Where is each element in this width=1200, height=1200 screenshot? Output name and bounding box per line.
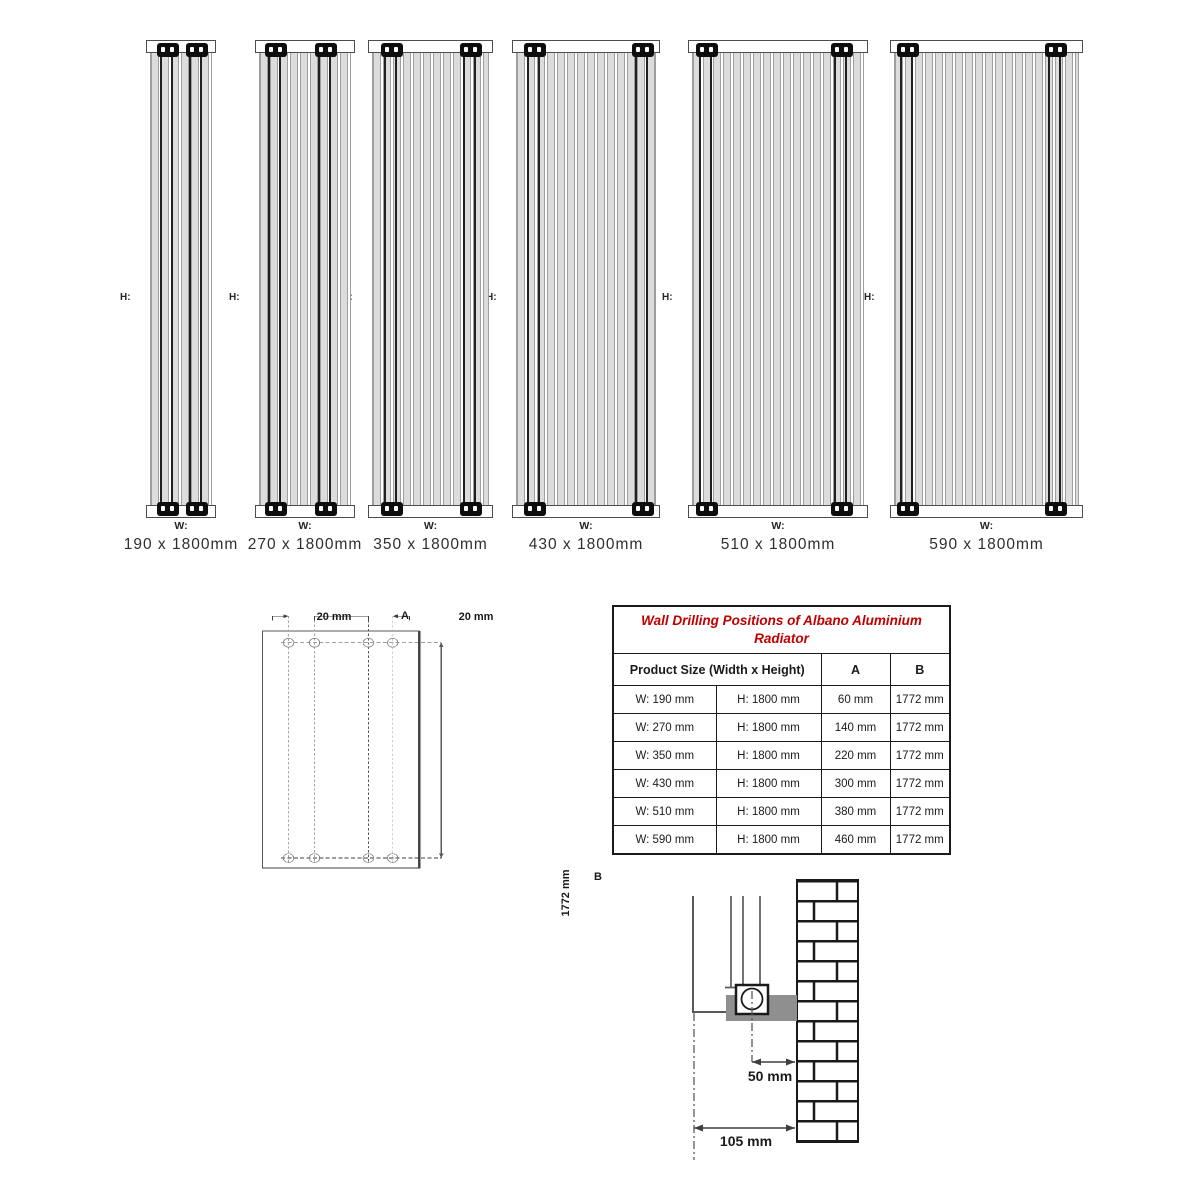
radiator-fins [259, 52, 351, 506]
radiator-270: H: W: 270 x 1800mm [229, 40, 361, 553]
radiator-fins [692, 52, 864, 506]
wall-bracket [696, 501, 718, 516]
wall-bracket [1045, 501, 1067, 516]
table-row: W: 270 mm H: 1800 mm 140 mm 1772 mm [612, 713, 951, 743]
wall-bracket [1045, 42, 1067, 57]
wall-bracket [831, 42, 853, 57]
dim-b-label: B [594, 871, 602, 883]
wall-bracket [897, 501, 919, 516]
size-label: 190 x 1800mm [123, 536, 239, 553]
radiator-bottom-cap [890, 505, 1083, 518]
dim-1772mm-label: 1772 mm [560, 869, 572, 917]
wall-bracket [632, 42, 654, 57]
size-label: 510 x 1800mm [720, 536, 836, 553]
dim-105mm-label: 105 mm [719, 1133, 773, 1149]
width-label: W: [174, 520, 188, 532]
radiator-590: H: W: 590 x 1800mm [864, 40, 1083, 553]
drilling-positions-table: Wall Drilling Positions of Albano Alumin… [612, 605, 952, 856]
radiator-350: H: W: 350 x 1800mm [342, 40, 493, 553]
wall-bracket [632, 501, 654, 516]
width-label: W: [771, 520, 785, 532]
wall-mounting-side-view [692, 879, 859, 1160]
wall-bracket [157, 501, 179, 516]
brick-wall [796, 879, 859, 1143]
table-title: Wall Drilling Positions of Albano Alumin… [612, 605, 951, 655]
drilling-position-diagram [261, 614, 444, 869]
width-label: W: [298, 520, 312, 532]
wall-bracket [315, 501, 337, 516]
wall-bracket [381, 42, 403, 57]
wall-bracket [381, 501, 403, 516]
height-label: H: [120, 292, 131, 303]
width-label: W: [579, 520, 593, 532]
wall-bracket [315, 42, 337, 57]
dim-20mm-left-label: 20 mm [316, 611, 352, 623]
col-product-size: Product Size (Width x Height) [612, 653, 822, 687]
size-label: 430 x 1800mm [528, 536, 644, 553]
radiator-top-cap [688, 40, 868, 53]
wall-bracket [696, 42, 718, 57]
wall-bracket [265, 501, 287, 516]
width-label: W: [979, 520, 994, 532]
radiator-430: H: W: 430 x 1800mm [486, 40, 660, 553]
radiator-190: H: W: 190 x 1800mm [120, 40, 237, 553]
height-label: H: [864, 292, 875, 303]
wall-bracket [460, 501, 482, 516]
size-label: 270 x 1800mm [247, 536, 363, 553]
table-row: W: 190 mm H: 1800 mm 60 mm 1772 mm [612, 685, 951, 715]
wall-bracket [460, 42, 482, 57]
radiator-bottom-cap [688, 505, 868, 518]
height-label: H: [486, 292, 497, 303]
height-label: H: [662, 292, 673, 303]
wall-bracket [186, 501, 208, 516]
table-row: W: 350 mm H: 1800 mm 220 mm 1772 mm [612, 741, 951, 771]
dim-a-label: A [401, 610, 409, 622]
wall-bracket [524, 42, 546, 57]
size-label: 350 x 1800mm [373, 536, 488, 553]
table-row: W: 590 mm H: 1800 mm 460 mm 1772 mm [612, 825, 951, 855]
wall-bracket [897, 42, 919, 57]
table-row: W: 430 mm H: 1800 mm 300 mm 1772 mm [612, 769, 951, 799]
table-header-row: Product Size (Width x Height) A B [612, 653, 951, 687]
dim-20mm-right-label: 20 mm [458, 611, 494, 623]
radiator-bottom-cap [512, 505, 660, 518]
dim-50mm-label: 50 mm [747, 1068, 793, 1084]
col-b: B [889, 653, 951, 687]
table-row: W: 510 mm H: 1800 mm 380 mm 1772 mm [612, 797, 951, 827]
wall-bracket [186, 42, 208, 57]
radiator-top-cap [512, 40, 660, 53]
radiator-510: H: W: 510 x 1800mm [662, 40, 868, 553]
size-label: 590 x 1800mm [929, 536, 1044, 553]
wall-bracket [831, 501, 853, 516]
wall-bracket [524, 501, 546, 516]
wall-bracket [157, 42, 179, 57]
col-a: A [820, 653, 891, 687]
radiator-top-cap [890, 40, 1083, 53]
radiator-fins [372, 52, 489, 506]
height-label: H: [229, 292, 240, 303]
table-title-row: Wall Drilling Positions of Albano Alumin… [612, 605, 951, 655]
radiator-fins [894, 52, 1079, 506]
width-label: W: [423, 520, 438, 532]
wall-bracket [265, 42, 287, 57]
